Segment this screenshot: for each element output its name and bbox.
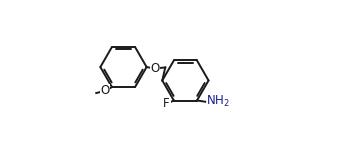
- Text: F: F: [163, 97, 170, 110]
- Text: O: O: [150, 62, 160, 75]
- Text: NH$_2$: NH$_2$: [206, 94, 230, 109]
- Text: O: O: [101, 84, 110, 97]
